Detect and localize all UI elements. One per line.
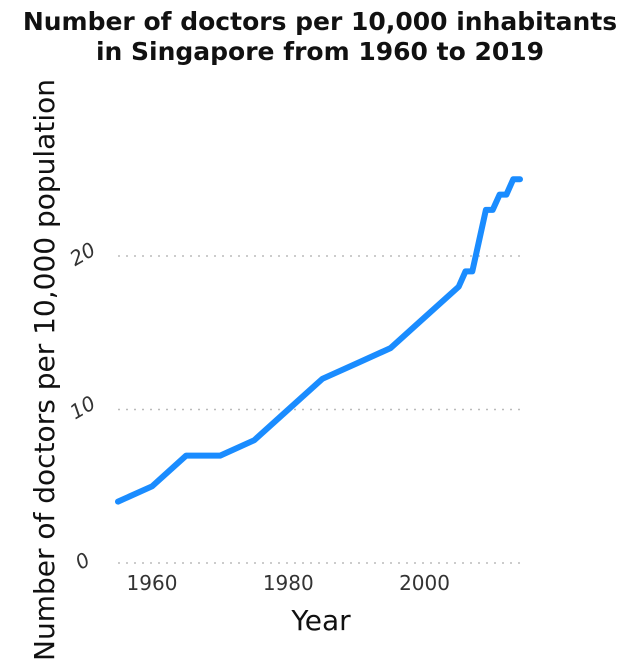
series-layer [115, 176, 523, 505]
chart-title-line-2: in Singapore from 1960 to 2019 [96, 37, 544, 66]
y-tick-label: 10 [65, 391, 99, 425]
chart-title-line-1: Number of doctors per 10,000 inhabitants [23, 7, 617, 36]
x-axis-label: Year [290, 604, 351, 637]
x-tick-label: 2000 [399, 571, 450, 595]
gridlines [118, 255, 520, 564]
x-tick-label: 1980 [263, 571, 314, 595]
x-tick-label: 1960 [127, 571, 178, 595]
x-axis-ticks: 1960 1980 2000 [127, 571, 450, 595]
y-axis-ticks: 0 10 20 [65, 237, 99, 574]
y-axis-label: Number of doctors per 10,000 population [28, 79, 61, 661]
series-line-0 [115, 176, 523, 505]
y-tick-label: 0 [71, 547, 94, 574]
y-tick-label: 20 [65, 237, 99, 271]
